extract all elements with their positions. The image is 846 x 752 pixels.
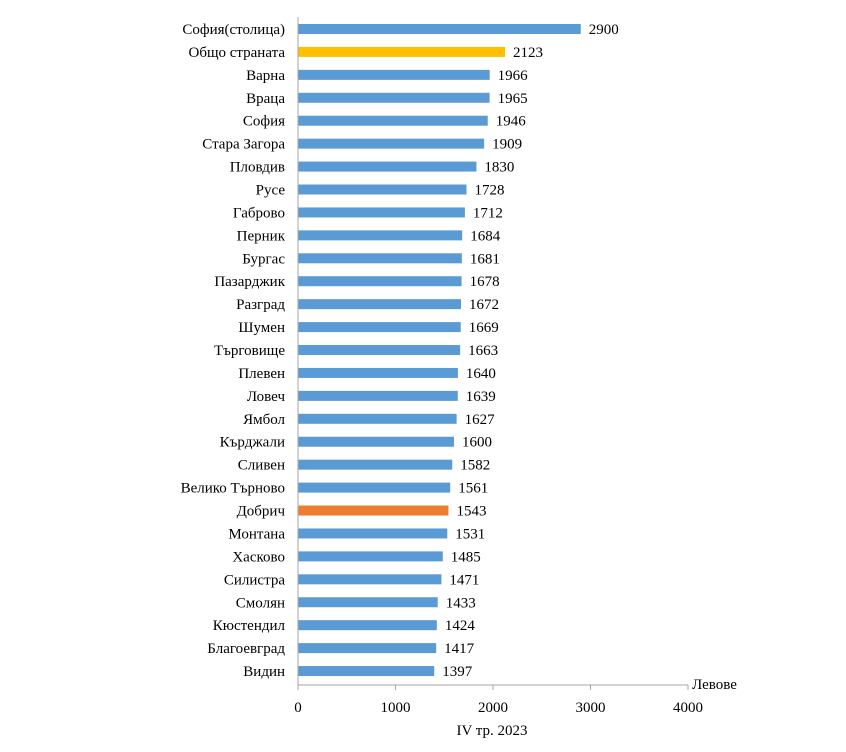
x-tick-label: 2000: [478, 700, 508, 716]
category-label: Силистра: [224, 572, 285, 588]
data-label: 1678: [470, 274, 500, 290]
bar: [298, 207, 465, 218]
bar: [298, 253, 462, 264]
x-axis-title: IV тр. 2023: [456, 723, 527, 739]
data-label: 1712: [473, 205, 503, 221]
x-tick-label: 1000: [381, 700, 411, 716]
bar: [298, 620, 437, 631]
category-label: София: [243, 114, 285, 130]
bar: [298, 322, 461, 333]
data-label: 1663: [468, 343, 498, 359]
bar: [298, 574, 442, 585]
category-label: Ловеч: [247, 389, 286, 405]
category-label: Благоевград: [207, 641, 285, 657]
data-label: 1965: [498, 91, 528, 107]
bar: [298, 345, 461, 356]
data-label: 1417: [444, 641, 475, 657]
data-label: 1582: [460, 458, 490, 474]
category-label: Общо страната: [188, 45, 285, 61]
data-label: 1909: [492, 137, 522, 153]
data-label: 1684: [470, 228, 501, 244]
data-label: 1681: [470, 251, 500, 267]
bar: [298, 299, 462, 310]
bar: [298, 184, 467, 195]
category-label: Пловдив: [230, 160, 285, 176]
category-label: Перник: [237, 228, 286, 244]
data-label: 1966: [498, 68, 529, 84]
category-label: Видин: [243, 664, 285, 680]
x-tick-label: 3000: [576, 700, 606, 716]
data-label: 1639: [466, 389, 496, 405]
category-labels-group: София(столица) Общо страната Варна Враца Соф…: [181, 22, 286, 680]
category-label: Разград: [236, 297, 285, 313]
bar: [298, 482, 451, 493]
data-label: 1669: [469, 320, 499, 336]
data-label: 1543: [456, 504, 486, 520]
data-label: 1640: [466, 366, 496, 382]
category-label: Варна: [246, 68, 285, 84]
bar: [298, 551, 443, 562]
bar: [298, 24, 581, 34]
category-label: Ямбол: [243, 412, 285, 428]
bar: [298, 643, 437, 654]
data-label: 1397: [442, 664, 473, 680]
bar: [298, 230, 463, 241]
data-label: 1424: [445, 618, 476, 634]
data-label: 2123: [513, 45, 543, 61]
category-label: Кюстендил: [213, 618, 286, 634]
data-label: 1561: [458, 481, 488, 497]
category-label: Хасково: [232, 549, 285, 565]
bar: [298, 161, 477, 172]
category-label: Сливен: [238, 458, 285, 474]
bar: [298, 138, 485, 149]
data-label: 1627: [465, 412, 496, 428]
category-label: Шумен: [238, 320, 285, 336]
category-label: Смолян: [236, 595, 285, 611]
bar: [298, 367, 458, 378]
bar: [298, 597, 438, 608]
bars-group: [298, 24, 581, 677]
category-label: Враца: [246, 91, 285, 107]
x-tick-label: 0: [294, 700, 302, 716]
category-label: Стара Загора: [202, 137, 285, 153]
category-label: Кърджали: [220, 435, 285, 451]
data-label: 1471: [449, 572, 479, 588]
category-label: Пазарджик: [214, 274, 285, 290]
category-label: Габрово: [233, 205, 285, 221]
bar: [298, 92, 490, 103]
category-label: Търговище: [214, 343, 285, 359]
data-label: 1433: [446, 595, 476, 611]
category-label: София(столица): [182, 22, 285, 38]
bar: [298, 528, 448, 539]
bar: [298, 666, 435, 677]
data-label: 1830: [484, 160, 514, 176]
bar: [298, 459, 453, 470]
category-label: Русе: [256, 183, 286, 199]
data-label: 1485: [451, 549, 481, 565]
bar: [298, 436, 454, 447]
bar: [298, 115, 488, 126]
data-labels-group: 2900 2123 1966 1965 1946 1909 1830 1728 1712 1684…: [442, 22, 619, 680]
bar: [298, 390, 458, 401]
x-tick-label: 4000: [673, 700, 703, 716]
category-label: Велико Търново: [181, 481, 285, 497]
bar: [298, 505, 449, 516]
data-label: 2900: [589, 22, 619, 38]
category-label: Бургас: [242, 251, 285, 267]
bar: [298, 69, 490, 80]
x-ticks-group: 0 1000 2000 3000 4000: [294, 685, 703, 716]
data-label: 1600: [462, 435, 492, 451]
category-label: Монтана: [228, 526, 285, 542]
data-label: 1672: [469, 297, 499, 313]
data-label: 1531: [455, 526, 485, 542]
data-label: 1946: [496, 114, 527, 130]
bar: [298, 46, 505, 57]
category-label: Добрич: [237, 504, 286, 520]
category-label: Плевен: [238, 366, 285, 382]
unit-label: Левове: [692, 677, 737, 693]
bar: [298, 276, 462, 287]
data-label: 1728: [474, 183, 504, 199]
bar: [298, 413, 457, 424]
